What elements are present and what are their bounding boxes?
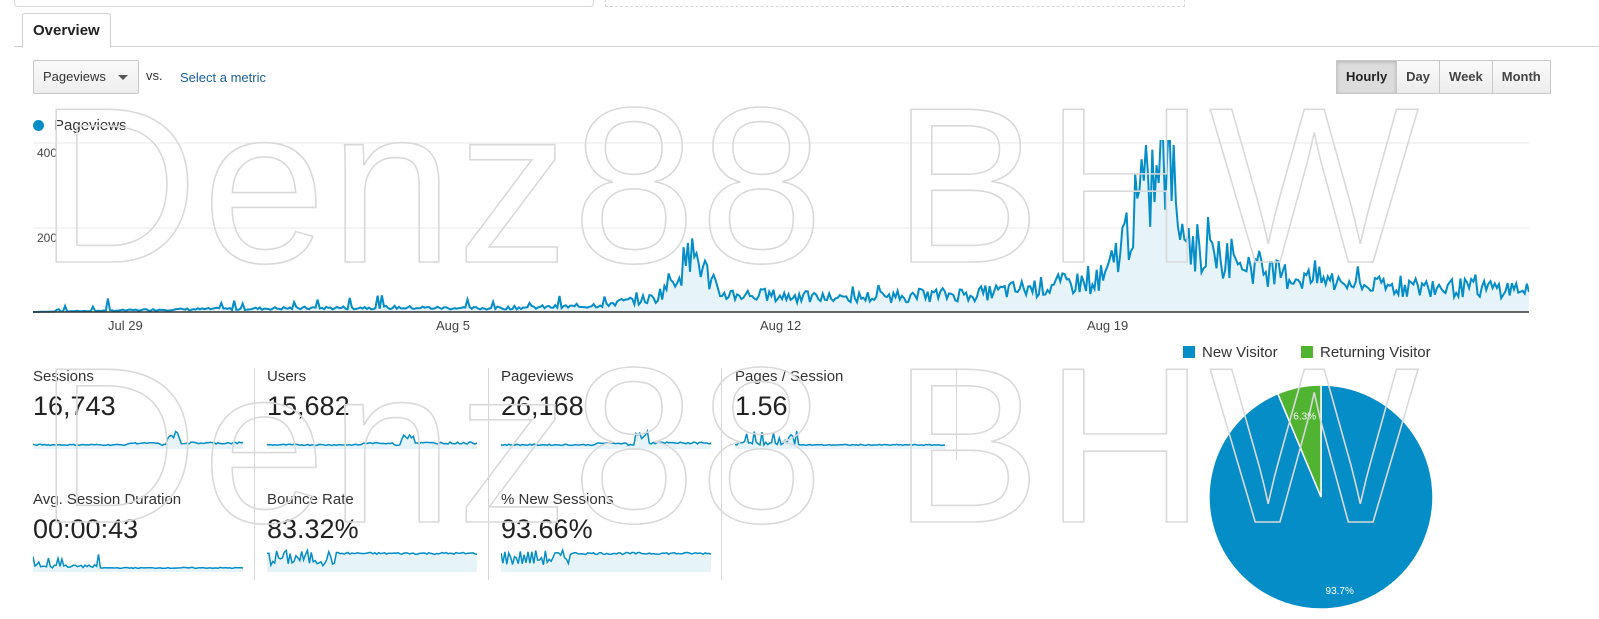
- pie-legend-new[interactable]: New Visitor: [1183, 344, 1278, 361]
- vs-label: vs.: [146, 68, 163, 83]
- sessions-sparkline: [33, 430, 243, 449]
- pie-slice-returning-visitor[interactable]: [1276, 384, 1322, 498]
- sparkline-line: [33, 430, 243, 447]
- metric-value: 26,168: [501, 391, 584, 421]
- sparkline-line: [267, 548, 477, 568]
- pie-slice-label: 6.3%: [1293, 412, 1316, 423]
- metric-select[interactable]: Pageviews: [33, 60, 139, 94]
- chevron-down-icon: [118, 75, 128, 80]
- sparkline-line: [501, 548, 711, 566]
- sparkline-area: [735, 431, 945, 449]
- metric-label: Pageviews: [501, 368, 574, 385]
- metric-label: Users: [267, 368, 307, 385]
- metric-value: 93.66%: [501, 514, 593, 544]
- chart-line: [33, 140, 1529, 313]
- chart-area: [33, 140, 1529, 312]
- metric-bounce-rate[interactable]: Bounce Rate 83.32%: [267, 491, 477, 572]
- week-button[interactable]: Week: [1439, 60, 1493, 94]
- tab-divider: [14, 46, 1599, 47]
- divider: [488, 368, 489, 580]
- metric-new-sessions[interactable]: % New Sessions 93.66%: [501, 491, 711, 572]
- metric-pageviews[interactable]: Pageviews 26,168: [501, 368, 711, 449]
- legend-dot-icon: [33, 120, 44, 131]
- divider: [254, 368, 255, 580]
- x-tick-label: Aug 5: [436, 318, 470, 333]
- metric-sessions[interactable]: Sessions 16,743: [33, 368, 243, 449]
- new-sessions-sparkline: [501, 548, 711, 572]
- duration-sparkline: [33, 554, 243, 572]
- metric-label: Bounce Rate: [267, 491, 354, 508]
- divider: [721, 368, 722, 580]
- metric-avg-session-duration[interactable]: Avg. Session Duration 00:00:43: [33, 491, 243, 572]
- y-tick-label: 200: [37, 231, 58, 245]
- pages-session-sparkline: [735, 430, 945, 449]
- sparkline-line: [33, 554, 243, 570]
- metric-label: Sessions: [33, 368, 94, 385]
- pie-legend-label: New Visitor: [1202, 344, 1278, 361]
- sparkline-area: [501, 431, 711, 449]
- metric-value: 15,682: [267, 391, 350, 421]
- hourly-button[interactable]: Hourly: [1336, 60, 1398, 94]
- metric-value: 1.56: [735, 391, 788, 421]
- legend-square-icon: [1301, 346, 1313, 358]
- month-button[interactable]: Month: [1491, 60, 1551, 94]
- period-toggle: Hourly Day Week Month: [1336, 60, 1551, 96]
- sparkline-area: [267, 435, 477, 449]
- pie-slice-label: 93.7%: [1326, 586, 1354, 597]
- visitor-pie-chart[interactable]: 93.7% 6.3%: [1205, 382, 1439, 619]
- legend-label: Pageviews: [54, 117, 127, 134]
- metric-value: 83.32%: [267, 514, 359, 544]
- sparkline-area: [267, 550, 477, 572]
- pageviews-sparkline: [501, 428, 711, 449]
- sparkline-area: [33, 554, 243, 572]
- pie-legend-label: Returning Visitor: [1320, 344, 1431, 361]
- tab-overview[interactable]: Overview: [22, 13, 111, 48]
- metric-label: Avg. Session Duration: [33, 491, 182, 508]
- sparkline-area: [501, 550, 711, 572]
- metric-label: % New Sessions: [501, 491, 614, 508]
- metric-select-value: Pageviews: [43, 69, 106, 84]
- chart-legend[interactable]: Pageviews: [33, 117, 127, 134]
- x-tick-label: Aug 12: [760, 318, 802, 333]
- bounce-sparkline: [267, 548, 477, 572]
- metric-value: 16,743: [33, 391, 116, 421]
- x-tick-label: Jul 29: [108, 318, 143, 333]
- legend-square-icon: [1183, 346, 1195, 358]
- divider: [956, 368, 957, 460]
- segment-box: [14, 0, 594, 7]
- x-tick-label: Aug 19: [1087, 318, 1129, 333]
- users-sparkline: [267, 433, 477, 449]
- y-tick-label: 400: [37, 146, 58, 160]
- sparkline-line: [501, 428, 711, 447]
- pageviews-line-chart[interactable]: [33, 140, 1529, 315]
- metric-users[interactable]: Users 15,682: [267, 368, 477, 449]
- metric-pages-per-session[interactable]: Pages / Session 1.56: [735, 368, 945, 449]
- sparkline-line: [267, 433, 477, 447]
- pie-legend-returning[interactable]: Returning Visitor: [1301, 344, 1431, 361]
- select-metric-link[interactable]: Select a metric: [180, 70, 266, 85]
- metric-value: 00:00:43: [33, 514, 139, 544]
- day-button[interactable]: Day: [1396, 60, 1441, 94]
- add-segment-box[interactable]: [605, 0, 1185, 7]
- metric-label: Pages / Session: [735, 368, 844, 385]
- sparkline-line: [735, 430, 945, 448]
- sparkline-area: [33, 431, 243, 449]
